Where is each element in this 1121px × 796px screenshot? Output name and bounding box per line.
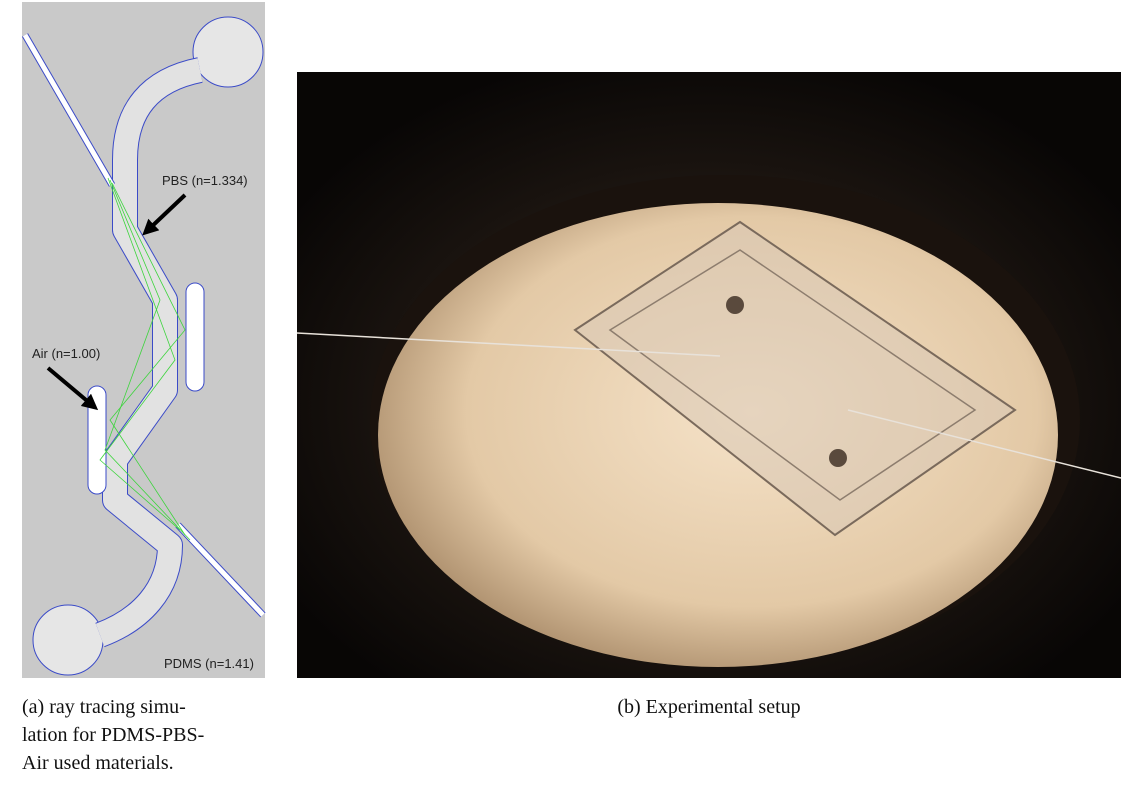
photo (297, 72, 1121, 678)
figure: PBS (n=1.334) Air (n=1.00) PDMS (n=1.41)… (0, 0, 1121, 796)
caption-a: (a) ray tracing simu- lation for PDMS-PB… (22, 696, 204, 774)
label-pbs: PBS (n=1.334) (162, 173, 248, 188)
caption-b: (b) Experimental setup (617, 696, 800, 718)
label-pdms: PDMS (n=1.41) (164, 656, 254, 671)
caption-line: (a) ray tracing simu- (22, 696, 186, 718)
inlet (193, 17, 263, 87)
label-air: Air (n=1.00) (32, 346, 100, 361)
outlet (33, 605, 103, 675)
caption-line: lation for PDMS-PBS- (22, 724, 204, 746)
chip-hole (726, 296, 744, 314)
air-pocket (186, 283, 204, 391)
page: PBS (n=1.334) Air (n=1.00) PDMS (n=1.41)… (0, 0, 1121, 796)
caption-line: Air used materials. (22, 752, 174, 774)
simulation-panel: PBS (n=1.334) Air (n=1.00) PDMS (n=1.41) (22, 2, 265, 678)
chip-hole (829, 449, 847, 467)
